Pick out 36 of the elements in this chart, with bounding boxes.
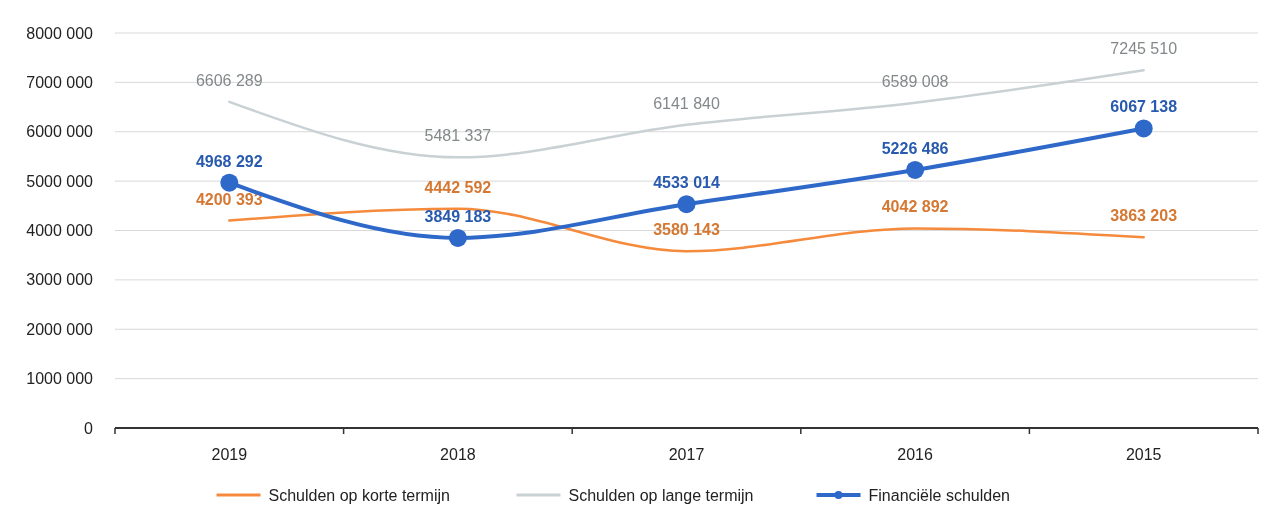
point [448, 228, 467, 247]
x-tick-label: 2015 [1125, 446, 1162, 463]
x-tick-label: 2019 [211, 446, 248, 463]
y-tick-label: 5000 000 [26, 172, 94, 190]
data-label: 6589 008 [881, 72, 949, 90]
data-label: 3863 203 [1110, 207, 1178, 225]
y-tick-label: 3000 000 [26, 271, 94, 289]
legend-label: Financiële schulden [868, 486, 1010, 504]
data-label: 6067 138 [1110, 98, 1178, 116]
y-tick-label: 1000 000 [26, 370, 94, 388]
data-label: 5481 337 [424, 127, 492, 145]
data-label: 6606 289 [195, 71, 263, 89]
legend-label: Schulden op korte termijn [268, 486, 450, 504]
data-label: 7245 510 [1110, 40, 1178, 58]
data-label: 4442 592 [424, 178, 492, 196]
x-tick-label: 2017 [668, 446, 705, 463]
y-tick-label: 6000 000 [26, 123, 94, 141]
x-tick-label: 2016 [897, 446, 933, 463]
point [906, 160, 925, 179]
y-tick-label: 4000 000 [26, 222, 94, 240]
y-tick-label: 8000 000 [26, 24, 94, 42]
data-label: 3580 143 [653, 221, 720, 239]
data-label: 4042 892 [881, 198, 949, 216]
data-label: 3849 183 [424, 207, 492, 225]
data-label: 5226 486 [881, 139, 949, 157]
y-tick-label: 0 [84, 419, 94, 437]
point [220, 173, 239, 192]
legend-label: Schulden op lange termijn [568, 486, 754, 504]
data-label: 4533 014 [653, 174, 720, 192]
point [677, 195, 696, 214]
data-label: 4968 292 [195, 152, 263, 170]
data-label: 6141 840 [653, 94, 720, 112]
point [1134, 119, 1153, 138]
x-tick-label: 2018 [440, 446, 476, 463]
y-tick-label: 7000 000 [26, 73, 94, 91]
y-tick-label: 2000 000 [26, 320, 94, 338]
